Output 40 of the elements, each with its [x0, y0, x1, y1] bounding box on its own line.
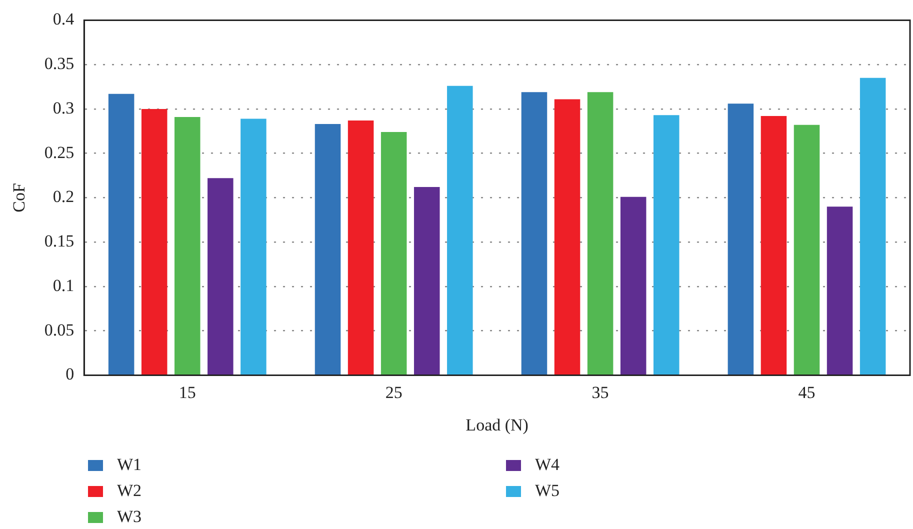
- bar: [760, 116, 787, 375]
- bar: [587, 92, 614, 375]
- bar: [728, 104, 754, 375]
- bar: [826, 206, 853, 375]
- x-tick-label: 35: [592, 382, 609, 402]
- bar: [314, 124, 341, 375]
- y-tick-label: 0.4: [52, 10, 75, 29]
- y-tick-label: 0.05: [44, 320, 74, 340]
- bar: [860, 78, 886, 375]
- y-tick-label: 0.25: [44, 142, 74, 162]
- legend-label: W1: [117, 455, 142, 475]
- x-tick-label: 15: [178, 382, 196, 402]
- bar: [653, 115, 680, 375]
- bar: [240, 118, 266, 375]
- y-tick-label: 0: [66, 364, 74, 384]
- bar: [620, 196, 646, 375]
- bar: [208, 178, 234, 375]
- legend-label: W2: [117, 481, 142, 501]
- y-tick-label: 0.2: [52, 187, 74, 206]
- y-tick-label: 0.15: [44, 232, 74, 251]
- bar: [414, 187, 440, 375]
- legend-label: W3: [117, 507, 142, 527]
- y-tick-label: 0.35: [44, 54, 74, 74]
- bar: [794, 124, 820, 375]
- legend-label: W4: [535, 455, 560, 475]
- bar: [348, 120, 374, 375]
- bar: [108, 94, 134, 375]
- bar: [141, 108, 168, 375]
- x-tick-label: 45: [798, 382, 816, 402]
- x-tick-label: 25: [385, 382, 402, 402]
- bar: [521, 92, 548, 375]
- x-axis-title: Load (N): [466, 415, 528, 434]
- legend-label: W5: [535, 481, 560, 501]
- bar: [554, 99, 580, 375]
- bar: [447, 86, 473, 375]
- bar: [174, 116, 200, 375]
- y-tick-label: 0.1: [52, 276, 74, 295]
- y-tick-label: 0.3: [52, 98, 74, 118]
- y-axis-title: CoF: [10, 183, 29, 212]
- bar: [380, 132, 407, 375]
